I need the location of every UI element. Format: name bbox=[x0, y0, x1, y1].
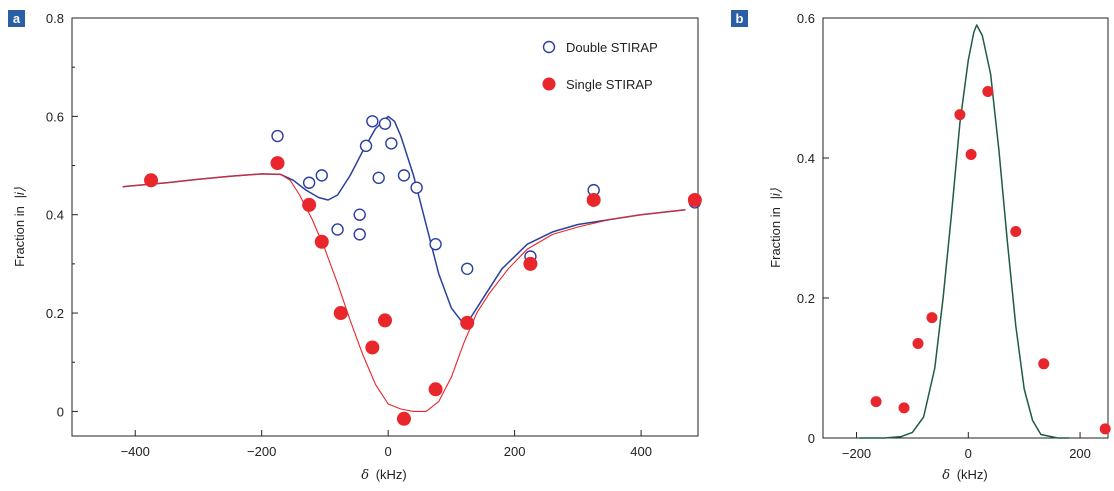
data-point-double-stirap bbox=[397, 169, 411, 182]
data-point bbox=[954, 109, 966, 121]
y-axis-prefix-b: Fraction in bbox=[768, 207, 783, 268]
data-point bbox=[1010, 226, 1022, 237]
data-point-double-stirap bbox=[353, 228, 366, 241]
x-tick-label: 200 bbox=[504, 444, 526, 459]
x-axis-symbol-a: δ bbox=[361, 468, 369, 483]
fit-curve-double-stirap bbox=[122, 115, 686, 322]
legend-label-double: Double STIRAP bbox=[566, 40, 658, 55]
data-point bbox=[1099, 423, 1111, 435]
data-point-double-stirap bbox=[302, 176, 316, 189]
data-point-double-stirap bbox=[385, 137, 398, 150]
y-tick-label: 0 bbox=[808, 431, 815, 446]
data-point bbox=[898, 402, 910, 414]
data-point bbox=[926, 312, 938, 324]
x-axis-unit-b: (kHz) bbox=[957, 467, 988, 482]
y-tick-label: 0.4 bbox=[46, 208, 64, 223]
data-point bbox=[912, 338, 924, 349]
data-point bbox=[870, 396, 882, 408]
y-axis-label-b: Fraction in |i⟩ bbox=[768, 188, 783, 268]
data-point-single-stirap bbox=[365, 340, 380, 355]
y-tick-label: 0.6 bbox=[797, 11, 815, 26]
legend-label-single: Single STIRAP bbox=[566, 77, 653, 92]
data-point-double-stirap bbox=[461, 262, 474, 275]
y-tick-label: 0.6 bbox=[46, 109, 64, 124]
data-point-single-stirap bbox=[270, 156, 285, 171]
x-tick-label: −200 bbox=[247, 444, 276, 459]
y-tick-label: 0.2 bbox=[797, 291, 815, 306]
y-axis-state-b: |i⟩ bbox=[768, 188, 783, 199]
x-axis-label-a: δ (kHz) bbox=[361, 467, 407, 483]
legend-marker-single bbox=[542, 77, 556, 91]
plot-frame-a bbox=[71, 17, 699, 437]
x-tick-label: 0 bbox=[385, 444, 392, 459]
data-point-single-stirap bbox=[460, 315, 475, 330]
data-point-double-stirap bbox=[271, 129, 284, 143]
x-tick-label: −200 bbox=[842, 446, 871, 461]
x-tick-label: 400 bbox=[630, 444, 652, 459]
x-tick-label: 0 bbox=[965, 446, 972, 461]
y-tick-label: 0.2 bbox=[46, 306, 64, 321]
plot-frame-b bbox=[822, 17, 1109, 439]
data-point-single-stirap bbox=[333, 306, 348, 321]
panel-a-tag bbox=[8, 10, 25, 27]
data-point-double-stirap bbox=[372, 171, 385, 185]
data-point-single-stirap bbox=[144, 173, 159, 188]
data-point-double-stirap bbox=[359, 139, 373, 153]
data-point-single-stirap bbox=[302, 197, 317, 212]
data-point-double-stirap bbox=[378, 117, 392, 130]
data-point bbox=[982, 86, 994, 97]
y-axis-label-a: Fraction in |i⟩ bbox=[12, 187, 27, 267]
data-point-single-stirap bbox=[314, 234, 329, 249]
x-axis-symbol-b: δ bbox=[942, 468, 950, 483]
legend-marker-double bbox=[542, 40, 556, 54]
data-point-double-stirap bbox=[429, 238, 442, 251]
y-tick-label: 0 bbox=[57, 404, 64, 419]
data-point-double-stirap bbox=[353, 208, 366, 221]
data-point-single-stirap bbox=[586, 192, 601, 207]
panel-b: b −200 0 200 0 0.2 0.4 0.6 δ (kHz) Fraction in… bbox=[731, 10, 1111, 483]
data-point-single-stirap bbox=[523, 256, 538, 271]
data-point-single-stirap bbox=[378, 313, 392, 328]
data-point-double-stirap bbox=[410, 181, 423, 194]
x-tick-label: −400 bbox=[121, 444, 150, 459]
data-point-double-stirap bbox=[315, 169, 328, 182]
data-point-double-stirap bbox=[366, 115, 379, 128]
x-tick-label: 200 bbox=[1069, 446, 1091, 461]
panel-b-tag bbox=[731, 10, 748, 27]
panel-b-tag-label: b bbox=[736, 11, 744, 26]
y-axis-prefix-a: Fraction in bbox=[12, 206, 27, 267]
panel-a-tag-label: a bbox=[13, 11, 21, 26]
legend: Double STIRAP Single STIRAP bbox=[542, 40, 658, 92]
data-point-single-stirap bbox=[396, 411, 411, 426]
fit-curve bbox=[859, 24, 1069, 439]
y-tick-label: 0.8 bbox=[46, 11, 64, 26]
panel-a: a −400 −200 0 200 400 0 0.2 0.4 0.6 0.8 Double ST… bbox=[8, 10, 702, 483]
x-axis-unit-a: (kHz) bbox=[376, 467, 407, 482]
data-point bbox=[1038, 358, 1050, 370]
data-point-single-stirap bbox=[687, 192, 702, 207]
data-point bbox=[965, 149, 977, 160]
x-axis-label-b: δ (kHz) bbox=[942, 467, 988, 483]
data-point-double-stirap bbox=[331, 223, 344, 236]
y-tick-label: 0.4 bbox=[797, 151, 815, 166]
fit-curve-single-stirap bbox=[122, 173, 686, 412]
data-point-single-stirap bbox=[428, 382, 443, 397]
y-axis-state-a: |i⟩ bbox=[12, 187, 27, 198]
